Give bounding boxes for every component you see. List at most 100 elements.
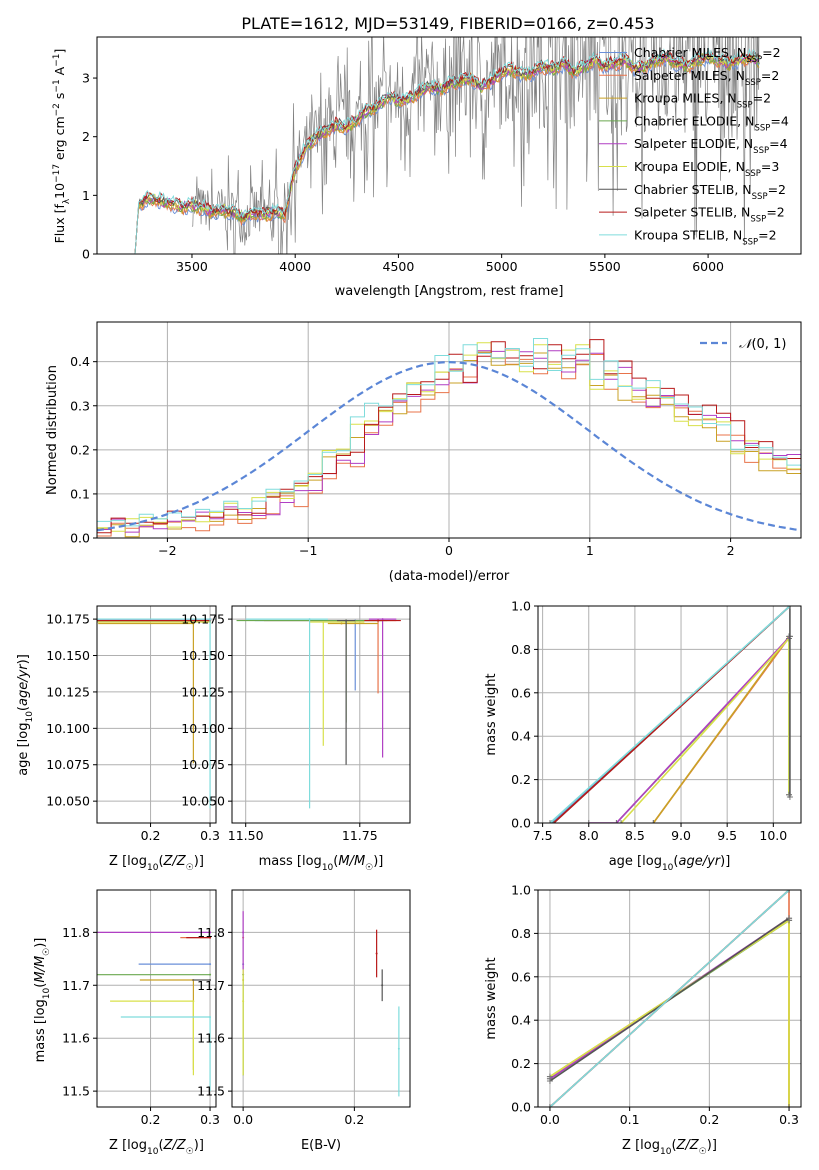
plus-marker (786, 606, 793, 609)
y-tick-label: 2 (82, 129, 90, 144)
y-axis-label-text: age [log10(age/yr)] (16, 654, 35, 776)
y-tick-label: 1.0 (511, 883, 531, 898)
model-spectrum-line (130, 47, 760, 254)
data-point (97, 931, 212, 934)
point-marker (192, 622, 195, 625)
y-tick-label: 0.8 (511, 642, 531, 657)
observed-spectrum (191, 37, 760, 254)
axes: 11.50 11.75 10.050 10.075 10.100 10.125 10.150… (181, 605, 411, 873)
data-point (97, 618, 212, 809)
y-tick-label: 11.8 (62, 925, 90, 940)
data-point (397, 1006, 400, 1097)
point-marker (242, 931, 245, 934)
x-tick-label: 0.0 (540, 1112, 560, 1127)
data-point (186, 936, 212, 939)
x-tick-label: 4000 (279, 259, 311, 274)
panel-residuals: −2 −1 0 1 2 0.0 0.1 0.2 0.3 0.4 (data-model)/error… (45, 321, 802, 584)
legend-label: Salpeter MILES, NSSP=2 (634, 68, 779, 88)
y-tick-label: 10.100 (46, 721, 90, 736)
cumulative-weight-line (549, 917, 790, 1082)
cumulative-weight-line (620, 636, 790, 823)
x-tick-label: 0.3 (200, 828, 220, 843)
axes-frame (231, 605, 411, 824)
x-tick-label: 11.75 (342, 828, 378, 843)
data-point (242, 911, 245, 975)
x-tick-label: 4500 (383, 259, 415, 274)
plus-marker (786, 890, 793, 893)
residual-legend: 𝒩(0, 1) (700, 337, 786, 352)
panel-massweight-vs-age: 7.5 8.0 8.5 9.0 9.5 10.0 0.0 0.2 0.4 0.6 0.8 1.0 mas… (484, 599, 802, 873)
axes: 0.0 0.2 11.5 11.6 11.7 11.8 E(B-V) (197, 889, 411, 1153)
y-tick-label: 0.4 (70, 354, 90, 369)
y-tick-label: 11.8 (197, 925, 225, 940)
point-marker (209, 963, 212, 966)
plus-marker (786, 793, 793, 800)
panel-spectrum: 3500 4000 4500 5000 5500 6000 0 1 2 3 wavelength [… (52, 36, 802, 299)
plot-area (97, 618, 212, 809)
point-marker (375, 952, 378, 955)
panel-age-vs-Z: 0.2 0.3 10.050 10.075 10.100 10.125 10.150 10.1… (16, 605, 220, 873)
x-tick-label: 0.3 (779, 1112, 799, 1127)
grid-lines (97, 606, 216, 823)
plus-marker (786, 635, 793, 642)
y-tick-label: 10.100 (181, 721, 225, 736)
plus-marker (613, 820, 620, 823)
y-tick-label: 11.6 (62, 1031, 90, 1046)
axes-frame (537, 605, 802, 824)
data-point (364, 619, 401, 622)
y-tick-label: 1 (82, 188, 90, 203)
x-tick-label: 7.5 (533, 828, 553, 843)
cumulative-weight-line (549, 918, 790, 1107)
y-axis-label: mass weight (484, 673, 499, 755)
cumulative-weight-line (588, 635, 791, 823)
legend-label: Kroupa ELODIE, NSSP=3 (634, 159, 779, 179)
plot-area (97, 931, 212, 1092)
point-marker (322, 621, 325, 624)
y-tick-label: 0.1 (70, 486, 90, 501)
axes-frame (96, 36, 802, 255)
axes: 0.2 0.3 11.5 11.6 11.7 11.8 Z [log10(Z/Z☉)] mas… (33, 889, 220, 1157)
data-point (263, 619, 397, 694)
data-point (192, 978, 212, 981)
y-tick-label: 1.0 (511, 599, 531, 614)
x-tick-label: 0.2 (699, 1112, 719, 1127)
x-tick-label: 10.0 (759, 828, 787, 843)
x-axis-label: wavelength [Angstrom, rest frame] (335, 284, 564, 299)
x-tick-label: 0.1 (620, 1112, 640, 1127)
x-tick-label: 5000 (486, 259, 518, 274)
axes-frame (96, 321, 802, 539)
data-point (97, 973, 212, 976)
axes: 0.0 0.1 0.2 0.3 0.0 0.2 0.4 0.6 0.8 1.0 mass weigh… (484, 883, 802, 1157)
data-point (336, 619, 356, 765)
data-point (327, 622, 379, 625)
y-axis-label: Normed distribution (45, 365, 60, 495)
data-point (236, 619, 388, 723)
plot-area (97, 338, 801, 538)
point-marker (209, 931, 212, 934)
cumulative-weight-line (549, 918, 790, 1107)
point-marker (340, 622, 343, 625)
y-tick-label: 10.050 (46, 794, 90, 809)
axes-frame (96, 889, 217, 1108)
point-marker (397, 1047, 400, 1050)
plus-marker (550, 820, 557, 823)
point-marker (308, 618, 311, 621)
y-tick-label: 0.2 (70, 442, 90, 457)
axes-frame (231, 889, 411, 1108)
cumulative-weight-line (652, 635, 790, 823)
point-marker (381, 618, 384, 621)
y-tick-label: 0.8 (511, 926, 531, 941)
x-axis-label: E(B-V) (301, 1138, 341, 1153)
y-tick-label: 11.7 (197, 978, 225, 993)
y-tick-label: 10.075 (46, 757, 90, 772)
point-marker (345, 619, 348, 622)
y-tick-label: 10.175 (46, 612, 90, 627)
x-tick-label: 0.0 (233, 1112, 253, 1127)
x-tick-label: 0.3 (200, 1112, 220, 1127)
model-spectrum-line (130, 53, 760, 254)
axes: 7.5 8.0 8.5 9.0 9.5 10.0 0.0 0.2 0.4 0.6 0.8 1.0 mas… (484, 599, 802, 873)
plus-marker (786, 1104, 793, 1107)
x-tick-label: 9.0 (671, 828, 691, 843)
cumulative-weight-line (549, 890, 790, 1107)
x-tick-label: 6000 (692, 259, 724, 274)
